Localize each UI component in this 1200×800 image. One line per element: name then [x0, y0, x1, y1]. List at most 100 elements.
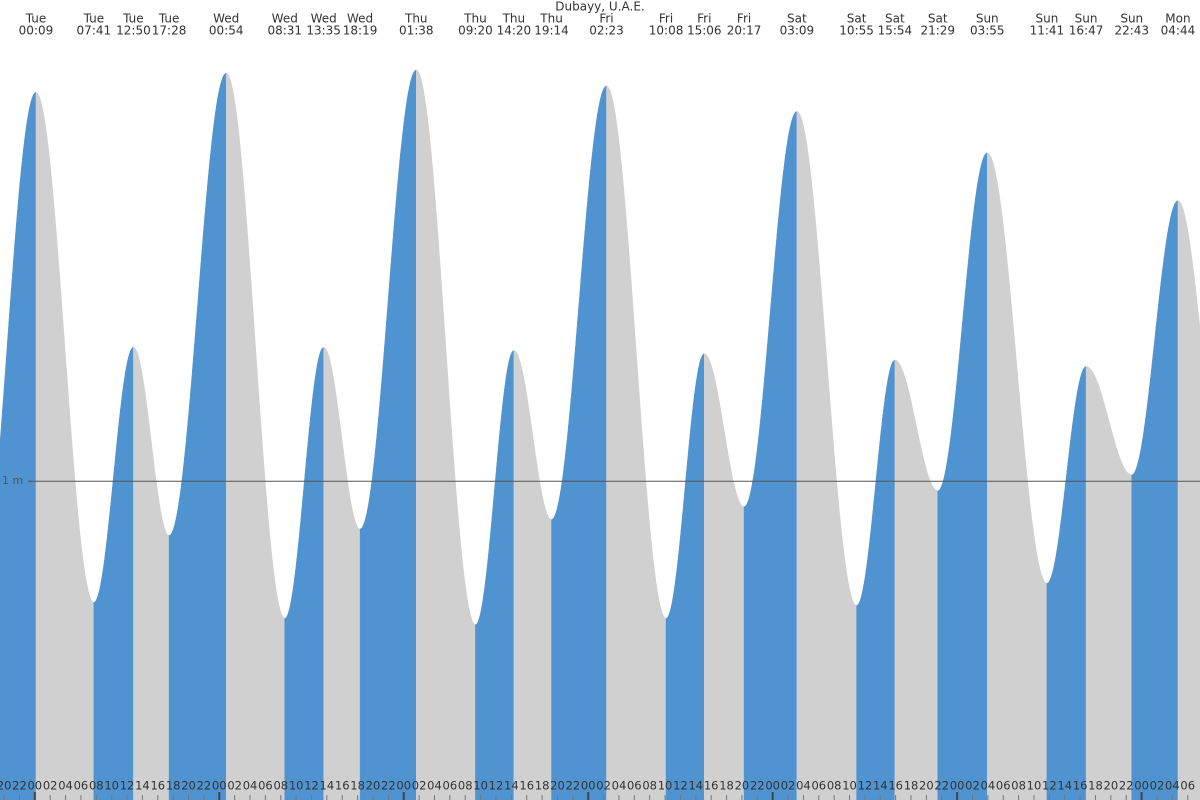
x-tick-label: 14 [688, 779, 703, 793]
x-tick-label: 22 [197, 779, 212, 793]
event-day: Thu [539, 12, 563, 26]
chart-title: Dubayy, U.A.E. [555, 0, 644, 14]
x-tick-label: 06 [74, 779, 89, 793]
tide-segment [284, 346, 324, 800]
event-day: Tue [122, 12, 144, 26]
x-tick-label: 22 [12, 779, 27, 793]
event-time: 02:23 [589, 24, 624, 38]
event-time: 15:06 [687, 24, 722, 38]
x-tick-label: 00 [396, 779, 411, 793]
event-time: 21:29 [920, 24, 955, 38]
x-tick-label: 14 [873, 779, 888, 793]
event-day: Sat [787, 12, 807, 26]
tide-segment [416, 69, 476, 800]
event-time: 07:41 [77, 24, 112, 38]
tide-segment [1085, 366, 1132, 800]
event-day: Sun [1035, 12, 1058, 26]
event-time: 03:55 [970, 24, 1005, 38]
tide-segment [168, 72, 227, 800]
x-tick-label: 20 [0, 779, 11, 793]
x-tick-label: 00 [1134, 779, 1149, 793]
tide-segment [513, 350, 552, 800]
tide-segment [796, 111, 857, 800]
x-tick-label: 00 [765, 779, 780, 793]
x-tick-label: 18 [535, 779, 550, 793]
x-tick-label: 20 [550, 779, 565, 793]
x-tick-label: 18 [904, 779, 919, 793]
x-tick-label: 14 [135, 779, 150, 793]
tide-segment [323, 346, 361, 800]
event-day: Wed [347, 12, 373, 26]
x-tick-label: 02 [965, 779, 980, 793]
x-tick-label: 06 [258, 779, 273, 793]
tide-segment [1131, 200, 1179, 800]
tide-segment [894, 359, 939, 800]
event-day: Tue [158, 12, 180, 26]
x-tick-label: 04 [612, 779, 627, 793]
event-day: Mon [1165, 12, 1190, 26]
x-tick-label: 20 [181, 779, 196, 793]
x-tick-label: 08 [827, 779, 842, 793]
tide-segment [93, 346, 134, 800]
tide-segment [937, 152, 988, 800]
x-tick-label: 14 [1057, 779, 1072, 793]
tide-segment [606, 85, 667, 800]
x-tick-label: 08 [458, 779, 473, 793]
event-time: 11:41 [1030, 24, 1065, 38]
x-tick-label: 16 [519, 779, 534, 793]
x-tick-label: 16 [150, 779, 165, 793]
event-time: 19:14 [534, 24, 569, 38]
event-time: 00:09 [19, 24, 54, 38]
x-tick-label: 16 [335, 779, 350, 793]
tide-segment [856, 359, 896, 800]
x-tick-label: 02 [596, 779, 611, 793]
event-time: 00:54 [209, 24, 244, 38]
event-day: Thu [502, 12, 526, 26]
x-tick-label: 18 [719, 779, 734, 793]
x-tick-label: 18 [350, 779, 365, 793]
event-day: Thu [463, 12, 487, 26]
event-time: 22:43 [1114, 24, 1149, 38]
tide-segment [133, 346, 170, 800]
tide-segment [359, 69, 417, 800]
event-day: Sat [847, 12, 867, 26]
event-time: 17:28 [152, 24, 187, 38]
tide-segment [704, 353, 745, 800]
x-tick-label: 10 [842, 779, 857, 793]
x-tick-label: 22 [566, 779, 581, 793]
event-day: Sun [1120, 12, 1143, 26]
event-time: 01:38 [399, 24, 434, 38]
tide-segment [35, 91, 95, 800]
event-day: Thu [404, 12, 428, 26]
event-time: 10:08 [649, 24, 684, 38]
event-time: 15:54 [878, 24, 913, 38]
x-tick-label: 08 [273, 779, 288, 793]
x-tick-label: 10 [104, 779, 119, 793]
x-tick-label: 18 [166, 779, 181, 793]
event-day: Fri [599, 12, 613, 26]
x-tick-label: 08 [89, 779, 104, 793]
event-day: Fri [737, 12, 751, 26]
event-time: 08:31 [267, 24, 302, 38]
x-tick-label: 16 [1073, 779, 1088, 793]
x-tick-label: 12 [858, 779, 873, 793]
x-tick-label: 04 [427, 779, 442, 793]
tide-segment [743, 111, 798, 800]
x-tick-label: 22 [1119, 779, 1134, 793]
x-tick-label: 06 [627, 779, 642, 793]
tide-segment [475, 350, 515, 800]
event-day: Sat [885, 12, 905, 26]
x-tick-label: 06 [811, 779, 826, 793]
tide-segment [551, 85, 607, 800]
x-tick-label: 00 [950, 779, 965, 793]
x-tick-label: 04 [981, 779, 996, 793]
x-tick-label: 22 [934, 779, 949, 793]
x-tick-label: 22 [381, 779, 396, 793]
event-day: Fri [697, 12, 711, 26]
tide-segment [1177, 200, 1200, 800]
x-tick-label: 06 [443, 779, 458, 793]
x-tick-label: 12 [489, 779, 504, 793]
event-day: Sun [976, 12, 999, 26]
event-time: 03:09 [780, 24, 815, 38]
x-tick-label: 10 [289, 779, 304, 793]
